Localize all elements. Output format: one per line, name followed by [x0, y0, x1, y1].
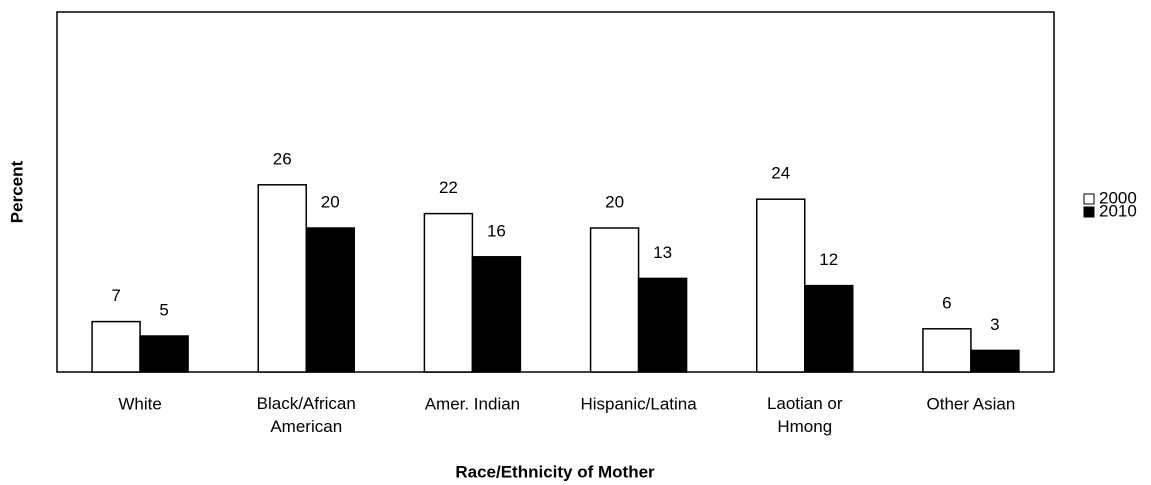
bar	[257, 184, 307, 373]
bar	[637, 277, 688, 373]
x-tick-label: White	[118, 394, 161, 413]
bar	[423, 212, 474, 373]
bar	[756, 198, 806, 373]
data-label: 13	[653, 243, 672, 262]
data-label: 20	[605, 192, 624, 211]
data-label: 26	[273, 149, 292, 168]
x-tick-label: Hispanic/Latina	[580, 394, 697, 413]
x-tick-label: Other Asian	[927, 394, 1016, 413]
legend-swatch	[1083, 193, 1095, 205]
bar	[91, 320, 141, 373]
data-label: 12	[819, 250, 838, 269]
bar	[305, 227, 355, 373]
x-axis-title: Race/Ethnicity of Mother	[455, 462, 655, 481]
legend-label: 2010	[1099, 201, 1137, 220]
bar	[471, 256, 522, 373]
data-label: 7	[111, 286, 120, 305]
bar	[589, 227, 640, 373]
y-axis-title: Percent	[7, 160, 26, 223]
data-label: 22	[439, 178, 458, 197]
x-tick-label: Amer. Indian	[425, 394, 520, 413]
bar	[804, 284, 854, 373]
data-label: 3	[990, 315, 999, 334]
data-label: 20	[321, 192, 340, 211]
data-label: 6	[942, 293, 951, 312]
data-label: 24	[771, 164, 790, 183]
bar	[922, 328, 972, 373]
x-tick-label: Black/African American	[257, 394, 356, 436]
bar	[139, 335, 189, 373]
x-tick-label: Laotian or Hmong	[767, 394, 843, 436]
data-label: 5	[159, 300, 168, 319]
legend-swatch	[1083, 206, 1095, 218]
plot-frame	[56, 11, 1055, 373]
data-label: 16	[487, 221, 506, 240]
legend-label: 2000	[1099, 188, 1137, 207]
bar	[970, 349, 1020, 373]
